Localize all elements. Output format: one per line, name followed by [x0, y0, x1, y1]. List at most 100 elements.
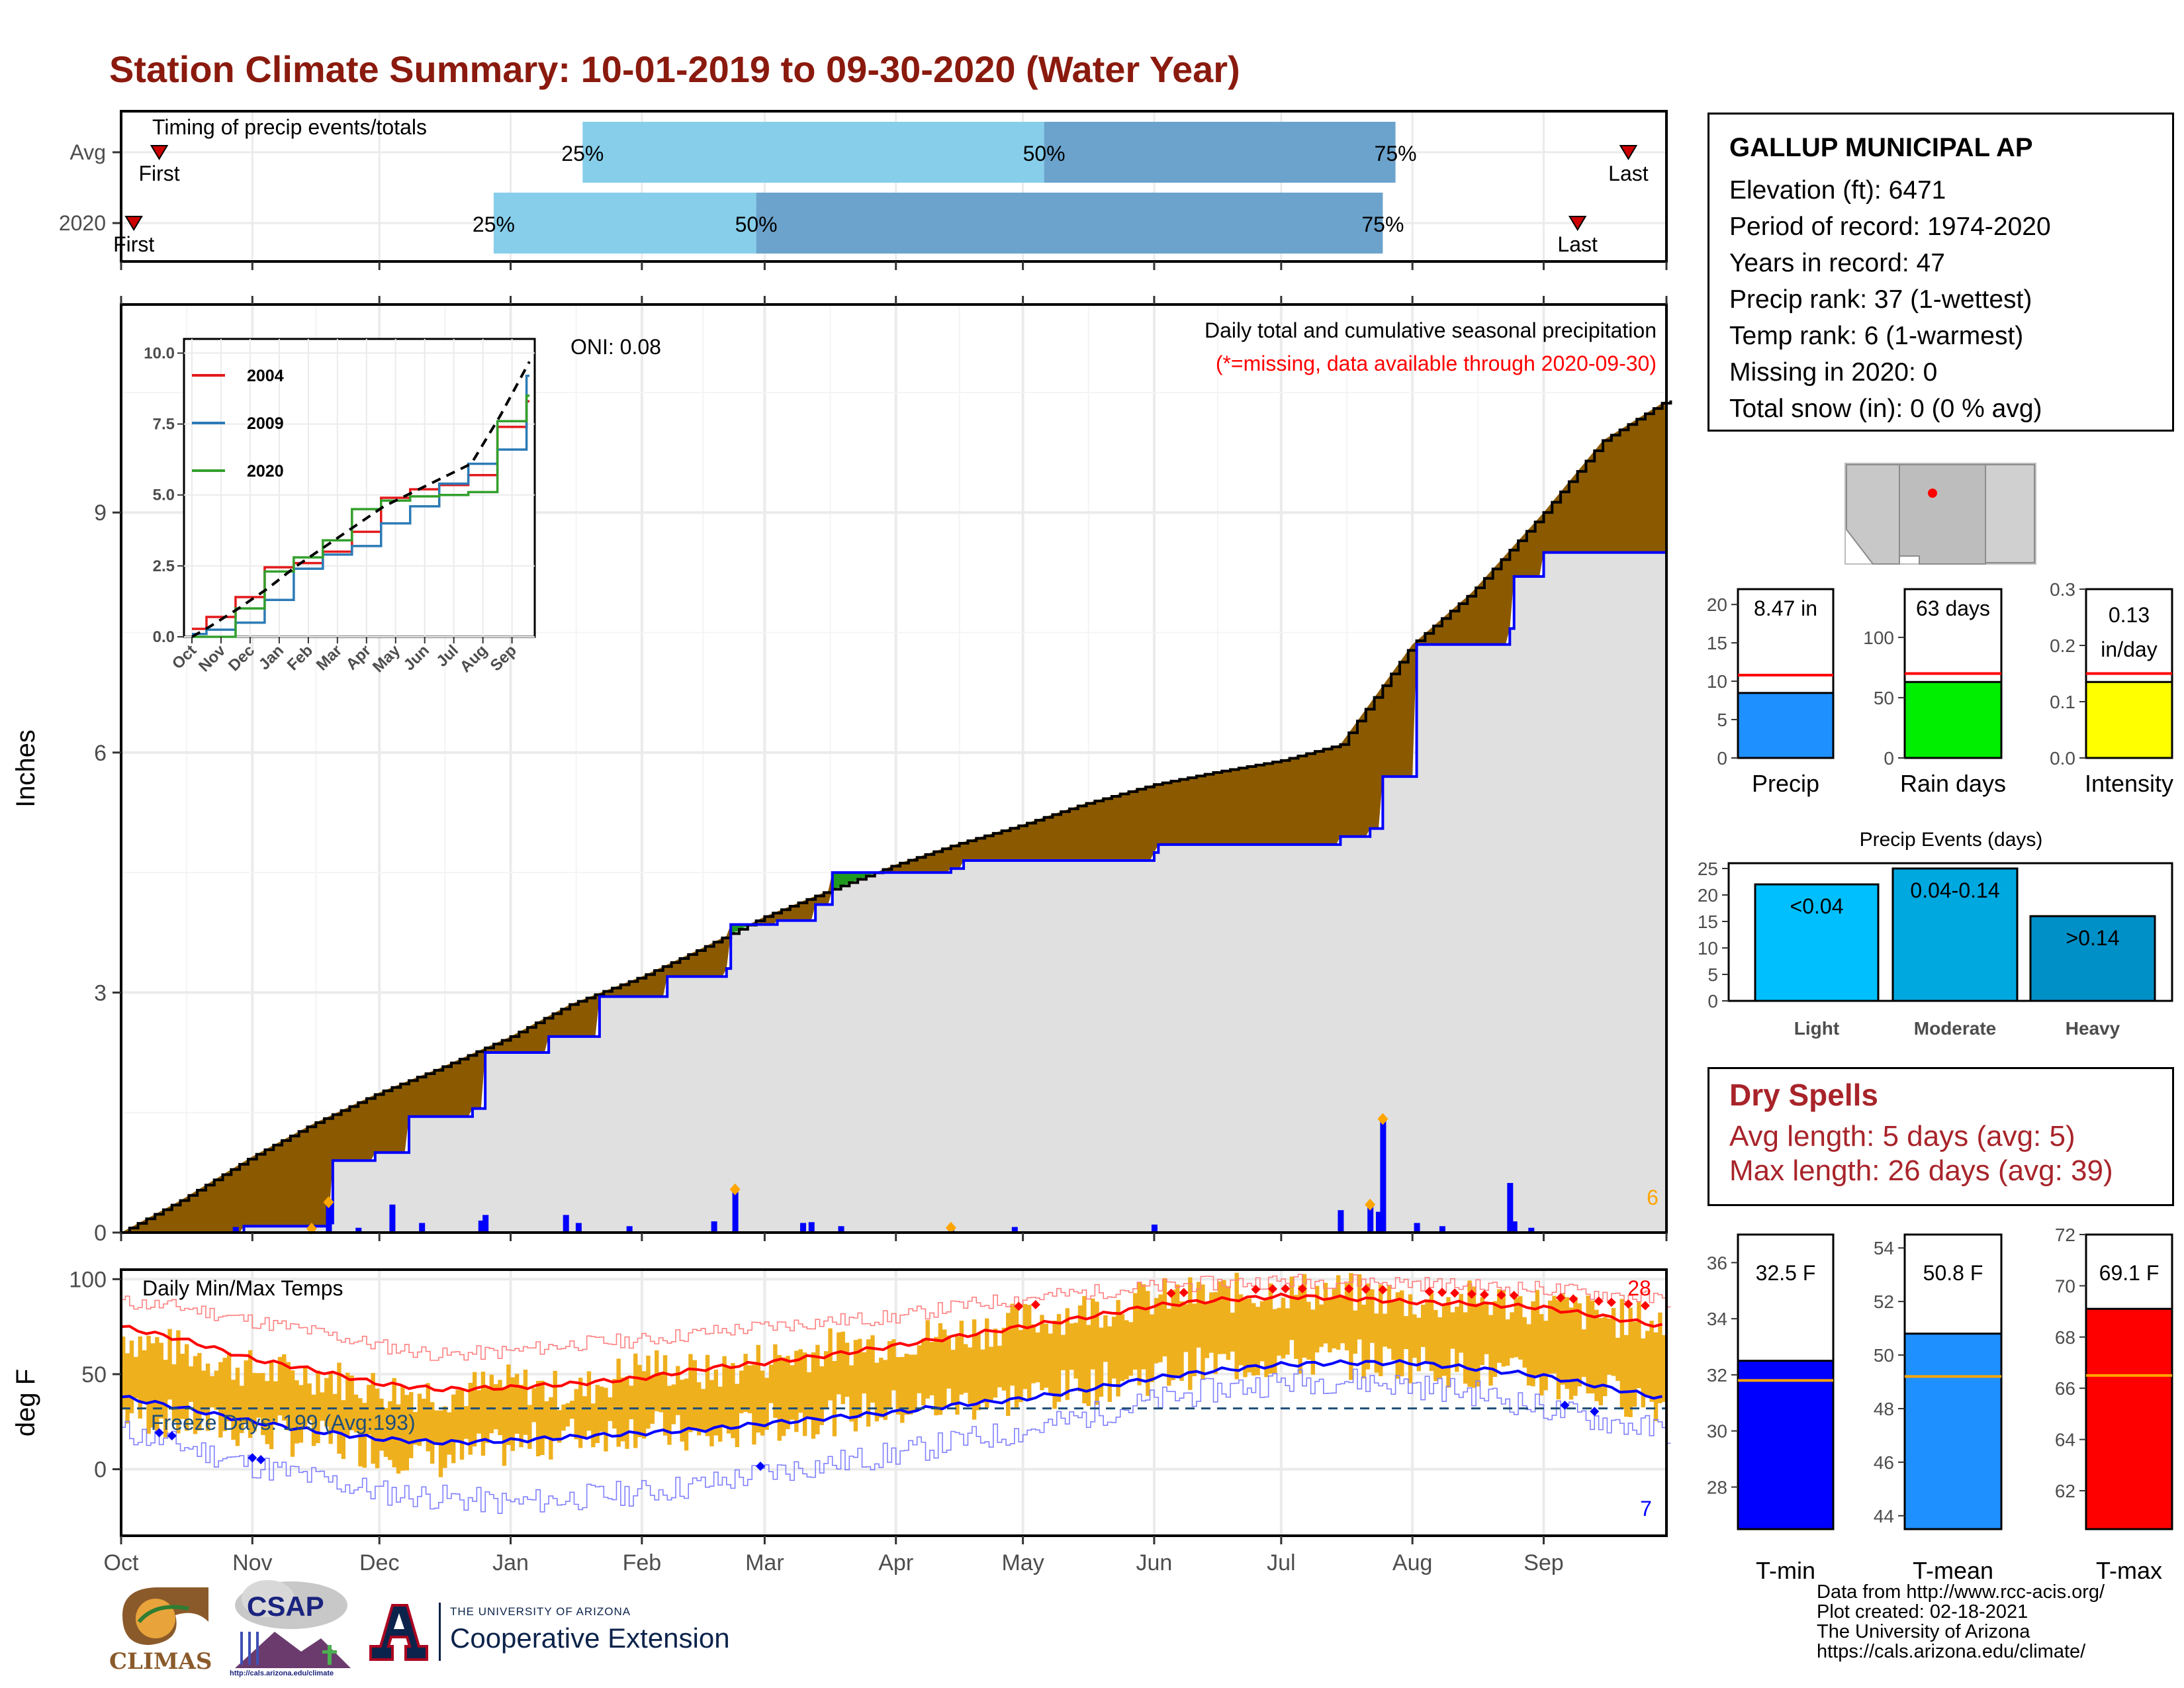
inset-series-2009 [192, 374, 529, 635]
temp-x-tick-label: Jun [1136, 1550, 1173, 1575]
events-y-tick-label: 25 [1698, 859, 1718, 879]
climas-emblem-icon [122, 1587, 208, 1645]
side-y-tick-label: 52 [1874, 1291, 1894, 1312]
temp-x-tick-label: Mar [745, 1550, 784, 1575]
cum-annotation: Daily total and cumulative seasonal prec… [1205, 318, 1657, 342]
inset-y-tick-label: 10.0 [144, 344, 175, 362]
record-min-line [121, 1368, 1671, 1515]
location-map [1844, 463, 2036, 565]
side-y-tick-label: 10 [1707, 671, 1727, 692]
timing-label-50: 50% [1023, 142, 1066, 165]
timing-label-75: 75% [1375, 142, 1417, 165]
timing-left-margin [0, 111, 121, 261]
dry-spells-title: Dry Spells [1729, 1078, 1878, 1112]
cooperative-extension-text: Cooperative Extension [450, 1622, 730, 1654]
events-bar-label: <0.04 [1790, 894, 1844, 918]
events-bar-label: >0.14 [2066, 926, 2120, 950]
events-bar-label: 0.04-0.14 [1910, 878, 1999, 902]
daily-precip-bar [389, 1204, 396, 1233]
inset-legend-label: 2020 [247, 462, 284, 481]
record-high-marker-icon [1424, 1287, 1434, 1297]
side-value-bar [1903, 1333, 2003, 1530]
side-y-tick-label: 20 [1707, 594, 1727, 615]
daily-precip-bar [808, 1222, 815, 1233]
temp-x-tick-label: Apr [878, 1550, 913, 1575]
timing-label-25: 25% [473, 212, 515, 236]
temp-x-tick-label: Jan [492, 1550, 529, 1575]
cum-2020-area [121, 552, 1666, 1233]
inset-y-tick-label: 0.0 [153, 628, 175, 646]
record-high-marker-icon [1437, 1288, 1447, 1297]
csap-cloud-icon [235, 1580, 351, 1668]
side-y-tick-label: 0 [1884, 748, 1894, 769]
events-y-tick-label: 5 [1707, 964, 1718, 985]
temp-y-axis-label: deg F [11, 1369, 40, 1436]
record-high-count: 28 [1627, 1276, 1651, 1300]
timing-first-label: First [113, 232, 154, 256]
record-high-marker-icon [1251, 1284, 1261, 1294]
cumulative-precip-chart: 0 3 6 9 Inches Daily total and cumulative sea… [11, 296, 1672, 1246]
side-value-label: 8.47 in [1754, 596, 1817, 620]
side-value-bar [2085, 680, 2173, 759]
record-high-marker-icon [1166, 1288, 1176, 1298]
timing-panel: 25% 50% 75% First Last Avg 25% 50% 75% First Last 2… [0, 110, 1668, 270]
cum-y-axis-label: Inches [11, 729, 40, 808]
side-y-tick-label: 34 [1707, 1309, 1727, 1329]
ua-small-text: THE UNIVERSITY OF ARIZONA [450, 1605, 631, 1618]
oni-label: ONI: 0.08 [570, 335, 661, 359]
daily-precip-bar [482, 1215, 489, 1233]
events-category-label: Light [1794, 1018, 1839, 1039]
record-high-marker-icon [1014, 1301, 1024, 1311]
record-high-marker-icon [1641, 1301, 1651, 1311]
side-y-tick-label: 100 [1863, 628, 1894, 648]
cum-2020-line [121, 551, 1666, 1234]
timing-last-label: Last [1608, 162, 1649, 185]
side-y-tick-label: 46 [1874, 1452, 1894, 1473]
side-category-label: Rain days [1900, 770, 2006, 797]
side-y-tick-label: 48 [1874, 1399, 1894, 1419]
side-value-bar [2085, 1307, 2173, 1530]
daily-precip-bar [575, 1223, 582, 1233]
temp-panel-label: Daily Min/Max Temps [142, 1276, 343, 1300]
record-high-marker-icon [1606, 1297, 1616, 1307]
freeze-days-label: Freeze Days: 199 (Avg:193) [151, 1411, 416, 1434]
side-value-label: 0.13 [2109, 603, 2150, 627]
credit-university: The University of Arizona [1817, 1621, 2030, 1642]
side-y-tick-label: 0.0 [2050, 748, 2075, 769]
record-high-marker-icon [1496, 1290, 1506, 1300]
daily-precip-bar [1011, 1227, 1018, 1233]
side-y-tick-label: 0.3 [2050, 579, 2075, 600]
events-bar [2029, 915, 2156, 1002]
record-high-marker-icon [1594, 1296, 1604, 1306]
cum-y-tick-label: 9 [94, 500, 107, 526]
record-max-line [121, 1274, 1671, 1361]
dry-spells-box: Dry Spells Avg length: 5 days (avg: 5) M… [1707, 1067, 2174, 1206]
inset-y-tick-label: 7.5 [153, 416, 175, 434]
daily-precip-bar [563, 1215, 569, 1233]
station-location-marker-icon [1928, 489, 1937, 498]
record-high-marker-icon [1569, 1294, 1578, 1304]
side-category-label: Intensity [2085, 770, 2173, 797]
record-high-marker-icon [1378, 1285, 1388, 1295]
timing-first-label: First [138, 162, 179, 185]
daily-precip-bar [732, 1189, 739, 1233]
timing-last-marker-icon [1619, 145, 1638, 160]
timing-first-marker-icon [150, 145, 169, 160]
side-y-tick-label: 68 [2055, 1327, 2075, 1348]
side-y-tick-label: 44 [1874, 1506, 1894, 1526]
side-category-label: T-min [1756, 1557, 1815, 1584]
temp-y-tick-label: 50 [81, 1362, 107, 1387]
events-category-label: Moderate [1914, 1018, 1996, 1039]
station-precip-rank: Precip rank: 37 (1-wettest) [1729, 285, 2032, 314]
cum-y-tick-label: 3 [94, 980, 107, 1006]
cum-missing-note: (*=missing, data available through 2020-… [1216, 352, 1657, 375]
station-info-box: GALLUP MUNICIPAL AP Elevation (ft): 6471… [1707, 113, 2174, 432]
credit-url: https://cals.arizona.edu/climate/ [1817, 1641, 2086, 1662]
inset-legend-label: 2009 [247, 414, 284, 433]
record-low-marker-icon [1560, 1400, 1570, 1410]
station-total-snow: Total snow (in): 0 (0 % avg) [1729, 395, 2042, 423]
credits-block: Data from http://www.rcc-acis.org/ Plot … [1817, 1582, 2105, 1662]
temp-x-tick-label: Aug [1392, 1550, 1433, 1575]
daily-precip-bar [799, 1223, 806, 1233]
